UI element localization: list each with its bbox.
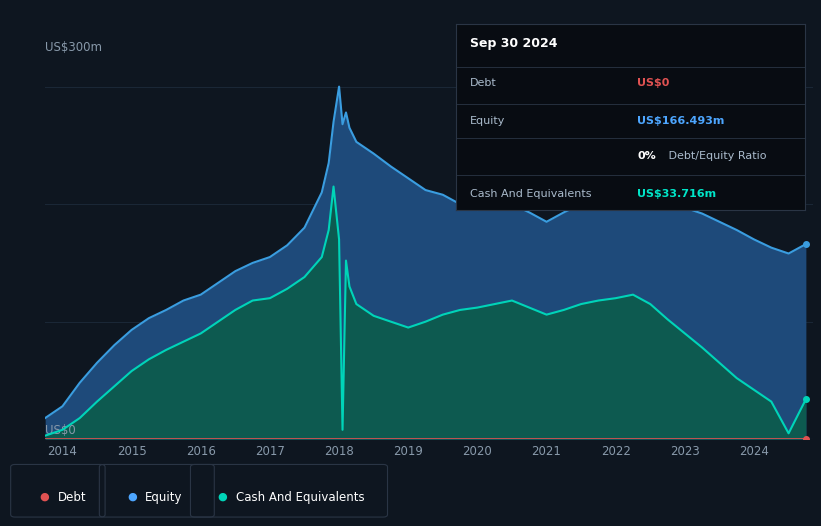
Text: Sep 30 2024: Sep 30 2024 [470,37,557,50]
Text: Debt: Debt [57,491,86,503]
Text: US$300m: US$300m [45,41,102,54]
Text: Cash And Equivalents: Cash And Equivalents [236,491,365,503]
Text: Debt/Equity Ratio: Debt/Equity Ratio [665,151,767,161]
Text: US$166.493m: US$166.493m [637,116,724,126]
Text: Cash And Equivalents: Cash And Equivalents [470,189,591,199]
Text: Equity: Equity [470,116,505,126]
Text: US$0: US$0 [45,424,76,437]
Text: US$33.716m: US$33.716m [637,189,716,199]
Text: Debt: Debt [470,78,497,88]
Text: 0%: 0% [637,151,656,161]
Text: ●: ● [39,492,49,502]
Text: ●: ● [218,492,227,502]
Text: ●: ● [127,492,137,502]
Text: US$0: US$0 [637,78,669,88]
Text: Equity: Equity [145,491,183,503]
